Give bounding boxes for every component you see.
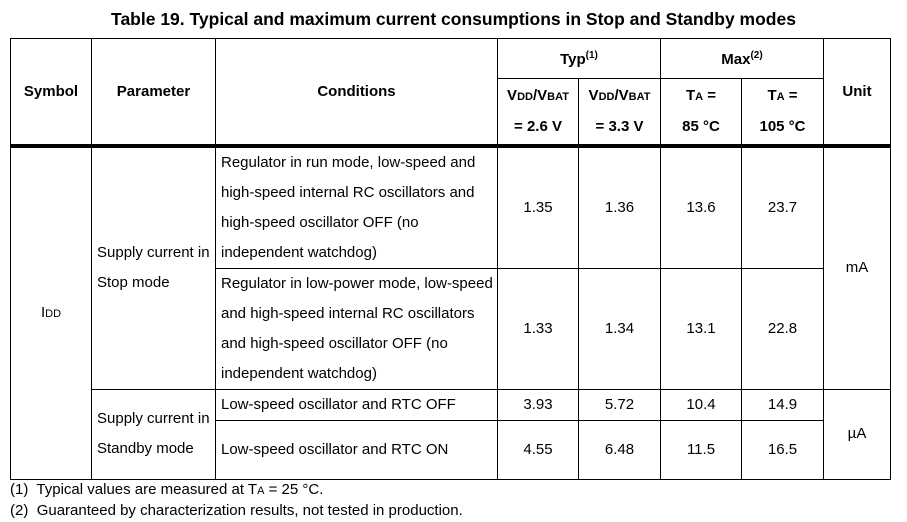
header-symbol: Symbol bbox=[10, 38, 92, 148]
value-cell: 14.9 bbox=[741, 388, 824, 421]
value-cell: 11.5 bbox=[660, 419, 742, 480]
value-cell: 22.8 bbox=[741, 267, 824, 390]
table-row: Regulator in low-power mode, low-speed a… bbox=[11, 267, 891, 390]
table-title: Table 19. Typical and maximum current co… bbox=[111, 9, 796, 29]
header-unit: Unit bbox=[823, 38, 891, 148]
header-max-105c: TA = 105 °C bbox=[741, 78, 824, 148]
current-consumption-table: Symbol Parameter Conditions Typ(1) Max(2… bbox=[10, 38, 891, 480]
value-cell: 13.1 bbox=[660, 267, 742, 390]
value-cell: 16.5 bbox=[741, 419, 824, 480]
value-cell: 1.34 bbox=[578, 267, 661, 390]
conditions-cell: Low-speed oscillator and RTC OFF bbox=[215, 388, 498, 421]
conditions-cell: Low-speed oscillator and RTC ON bbox=[215, 419, 498, 480]
value-cell: 10.4 bbox=[660, 388, 742, 421]
value-cell: 4.55 bbox=[497, 419, 579, 480]
typ-label: Typ bbox=[560, 50, 586, 68]
header-typ-vdd-2v6: VDD/VBAT = 2.6 V bbox=[497, 78, 579, 148]
max-footnote-ref: (2) bbox=[750, 49, 763, 61]
conditions-cell: Regulator in low-power mode, low-speed a… bbox=[215, 267, 498, 390]
value-cell: 23.7 bbox=[741, 145, 824, 269]
value-cell: 1.35 bbox=[497, 145, 579, 269]
unit-cell: mA bbox=[823, 145, 891, 390]
unit-cell: µA bbox=[823, 388, 891, 480]
value-cell: 3.93 bbox=[497, 388, 579, 421]
max-label: Max bbox=[721, 50, 751, 68]
value-cell: 6.48 bbox=[578, 419, 661, 480]
conditions-cell: Regulator in run mode, low-speed and hig… bbox=[215, 145, 498, 269]
table-row: Supply current in Standby mode Low-speed… bbox=[11, 388, 891, 480]
footnotes: (1) Typical values are measured at TA = … bbox=[10, 480, 463, 521]
value-cell: 13.6 bbox=[660, 145, 742, 269]
value-cell: 1.36 bbox=[578, 145, 661, 269]
symbol-cell: IDD bbox=[10, 145, 92, 480]
header-max-85c: TA = 85 °C bbox=[660, 78, 742, 148]
table-row: IDD Supply current in Stop mode Regulato… bbox=[10, 145, 891, 480]
typ-footnote-ref: (1) bbox=[585, 49, 598, 61]
header-conditions: Conditions bbox=[215, 38, 498, 148]
parameter-cell: Supply current in Standby mode bbox=[91, 388, 216, 480]
value-cell: 1.33 bbox=[497, 267, 579, 390]
table-row: Low-speed oscillator and RTC ON 4.55 6.4… bbox=[11, 419, 891, 480]
header-max: Max(2) bbox=[660, 38, 824, 79]
footnote: (1) Typical values are measured at TA = … bbox=[10, 481, 324, 498]
value-cell: 5.72 bbox=[578, 388, 661, 421]
parameter-cell: Supply current in Stop mode bbox=[91, 145, 216, 390]
header-typ-vdd-3v3: VDD/VBAT = 3.3 V bbox=[578, 78, 661, 148]
footnote: (2) Guaranteed by characterization resul… bbox=[10, 502, 463, 519]
header-parameter: Parameter bbox=[91, 38, 216, 148]
header-typ: Typ(1) bbox=[497, 38, 661, 79]
